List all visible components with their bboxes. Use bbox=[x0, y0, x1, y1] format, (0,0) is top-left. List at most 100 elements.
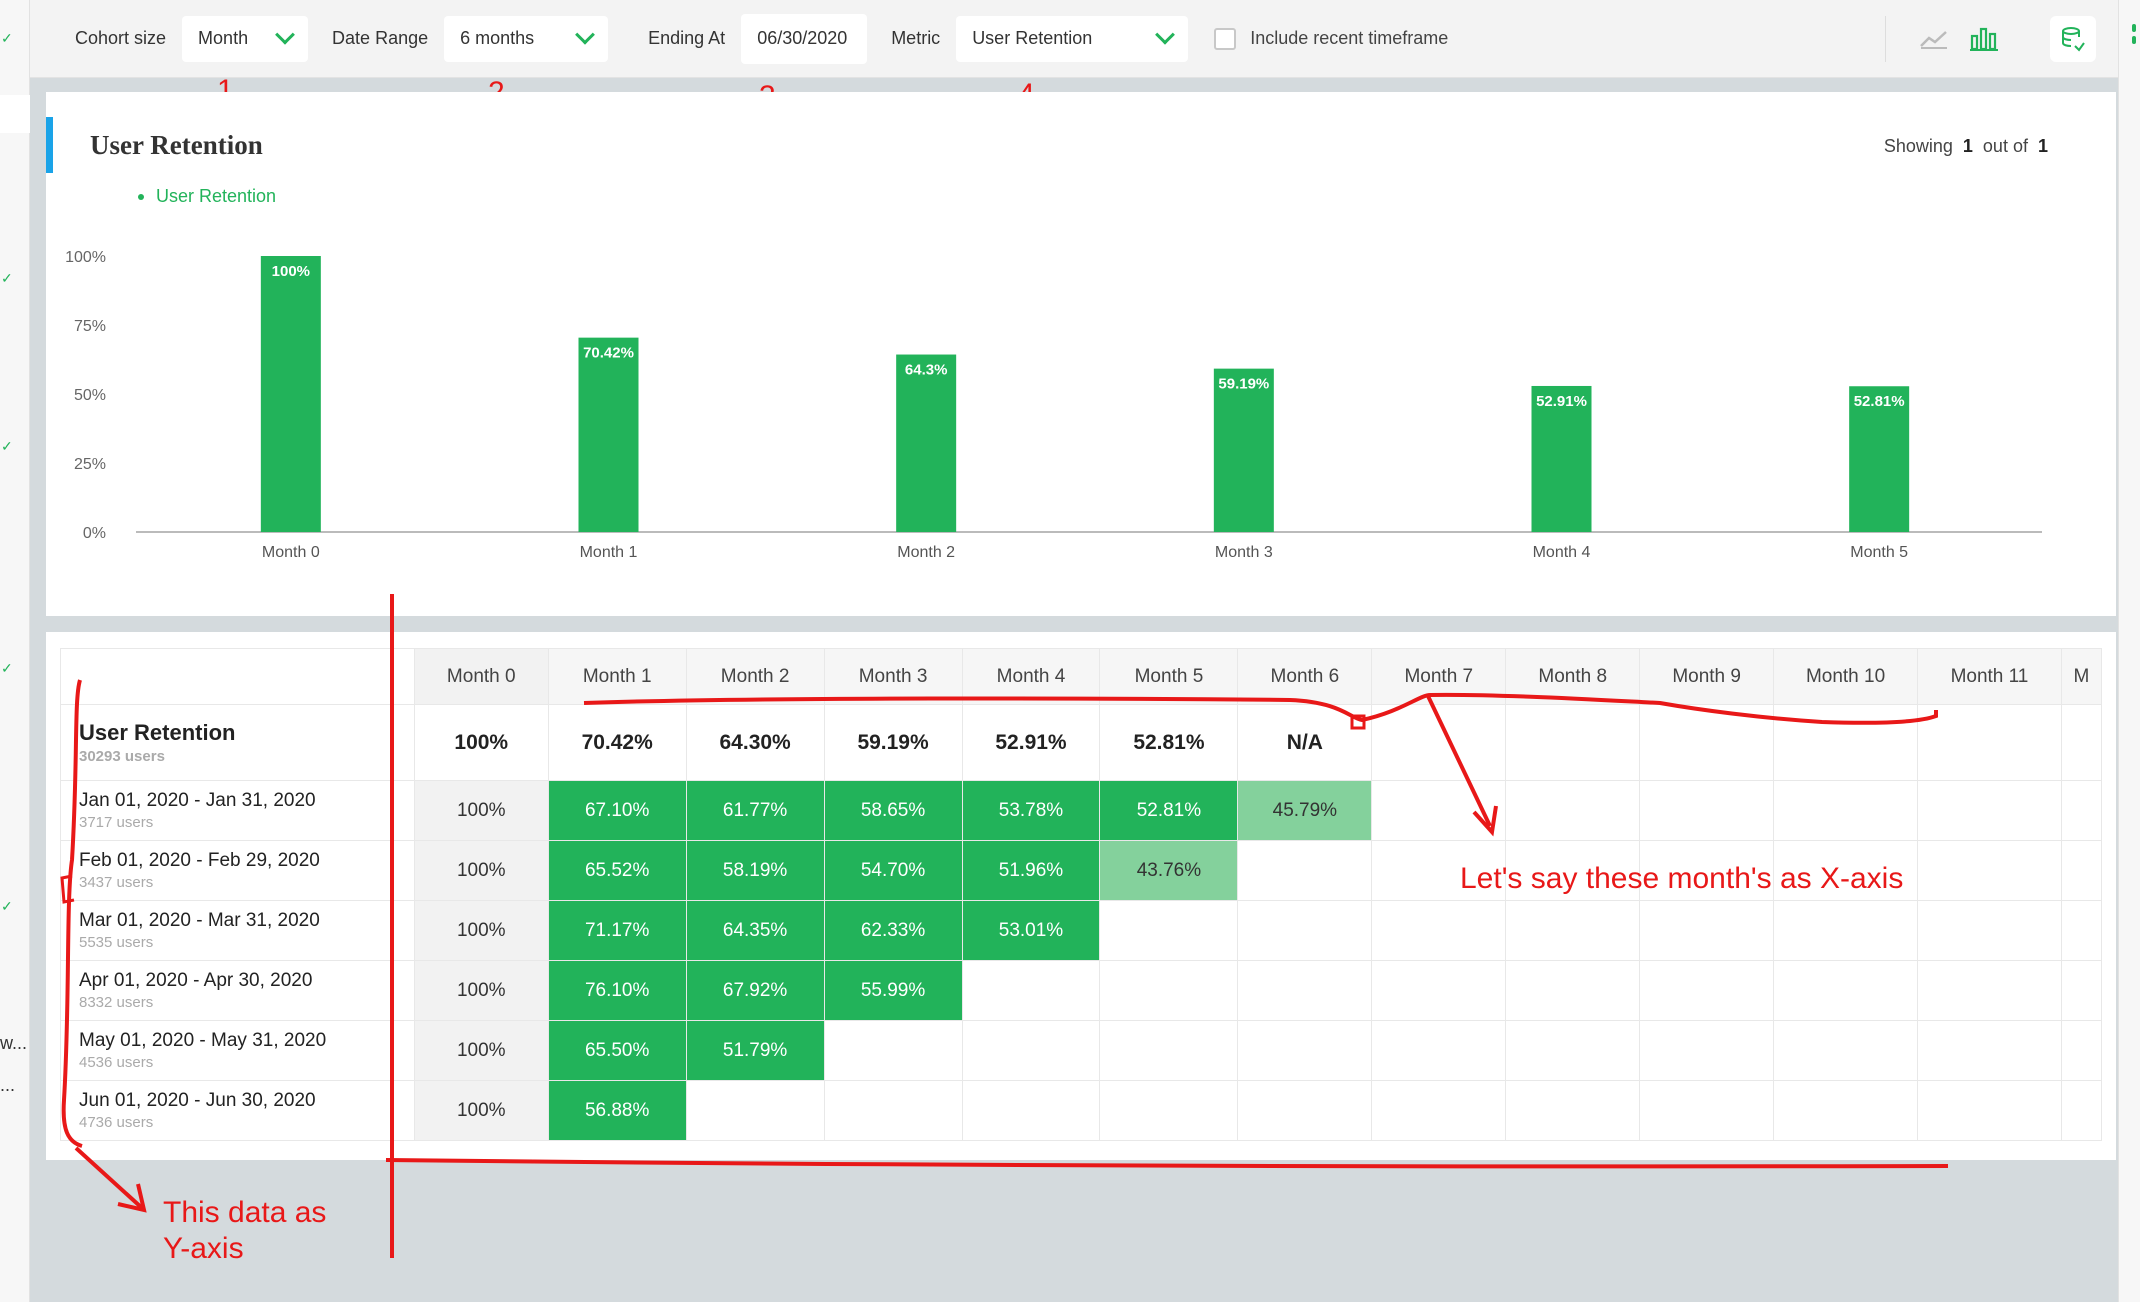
include-recent-checkbox[interactable] bbox=[1214, 27, 1237, 50]
row-header-cell: User Retention 30293 users bbox=[60, 704, 415, 781]
table-row[interactable]: Jun 01, 2020 - Jun 30, 2020 4736 users 100… bbox=[60, 1080, 2103, 1141]
retention-cell[interactable]: 53.01% bbox=[961, 900, 1101, 961]
retention-cell[interactable]: 100% bbox=[413, 1080, 549, 1141]
retention-cell bbox=[2060, 1080, 2103, 1141]
summary-cell bbox=[1639, 704, 1775, 781]
column-header[interactable]: Month 5 bbox=[1099, 648, 1239, 705]
sidebar-truncated-text[interactable]: w... bbox=[0, 1033, 28, 1053]
column-header[interactable]: Month 10 bbox=[1773, 648, 1919, 705]
line-chart-icon[interactable] bbox=[1914, 19, 1954, 59]
retention-cell[interactable]: 58.19% bbox=[685, 840, 825, 901]
retention-cell bbox=[961, 1020, 1101, 1081]
retention-chart-card: User Retention Showing 1 out of 1 User R… bbox=[46, 92, 2116, 616]
retention-cell[interactable]: 53.78% bbox=[961, 780, 1101, 841]
retention-cell bbox=[1917, 840, 2062, 901]
retention-cell bbox=[2060, 780, 2103, 841]
chart-bar bbox=[260, 256, 321, 532]
retention-cell[interactable]: 71.17% bbox=[547, 900, 687, 961]
retention-cell[interactable]: 100% bbox=[413, 900, 549, 961]
column-header[interactable]: M bbox=[2060, 648, 2103, 705]
retention-cell[interactable]: 51.79% bbox=[685, 1020, 825, 1081]
cohort-label: Mar 01, 2020 - Mar 31, 2020 bbox=[79, 910, 320, 931]
retention-cell bbox=[961, 960, 1101, 1021]
column-header[interactable]: Month 2 bbox=[685, 648, 825, 705]
chart-legend[interactable]: User Retention bbox=[138, 186, 276, 207]
summary-cell bbox=[1773, 704, 1919, 781]
cohort-user-count: 4536 users bbox=[79, 1054, 154, 1071]
retention-cell[interactable]: 64.35% bbox=[685, 900, 825, 961]
x-tick-label: Month 2 bbox=[897, 544, 955, 561]
chevron-down-icon bbox=[575, 24, 596, 45]
retention-cell bbox=[2060, 900, 2103, 961]
export-data-button[interactable] bbox=[2050, 16, 2096, 62]
retention-cell[interactable]: 62.33% bbox=[823, 900, 963, 961]
retention-cell[interactable]: 61.77% bbox=[685, 780, 825, 841]
retention-cell[interactable]: 54.70% bbox=[823, 840, 963, 901]
table-row[interactable]: Apr 01, 2020 - Apr 30, 2020 8332 users 100… bbox=[60, 960, 2103, 1021]
retention-cell[interactable]: 67.92% bbox=[685, 960, 825, 1021]
column-header[interactable]: Month 6 bbox=[1237, 648, 1373, 705]
retention-cell[interactable]: 56.88% bbox=[547, 1080, 687, 1141]
table-row[interactable]: Mar 01, 2020 - Mar 31, 2020 5535 users 100… bbox=[60, 900, 2103, 961]
summary-cell: 59.19% bbox=[823, 704, 963, 781]
cohort-user-count: 8332 users bbox=[79, 994, 154, 1011]
summary-cell: 100% bbox=[413, 704, 549, 781]
column-header[interactable]: Month 7 bbox=[1371, 648, 1507, 705]
column-header[interactable]: Month 9 bbox=[1639, 648, 1775, 705]
sidebar-truncated-text[interactable]: ... bbox=[0, 1075, 16, 1095]
retention-cell[interactable]: 55.99% bbox=[823, 960, 963, 1021]
date-range-label: Date Range bbox=[332, 28, 429, 48]
cohort-size-select[interactable]: Month bbox=[182, 15, 309, 62]
retention-cell bbox=[1371, 900, 1507, 961]
retention-cell[interactable]: 45.79% bbox=[1237, 780, 1373, 841]
column-header[interactable]: Month 11 bbox=[1917, 648, 2062, 705]
column-header[interactable]: Month 4 bbox=[961, 648, 1101, 705]
retention-cell bbox=[1917, 1080, 2062, 1141]
summary-cell: 52.91% bbox=[961, 704, 1101, 781]
column-header[interactable]: Month 0 bbox=[413, 648, 549, 705]
x-tick-label: Month 4 bbox=[1533, 544, 1591, 561]
column-header[interactable]: Month 8 bbox=[1505, 648, 1641, 705]
y-axis-annotation-line1: This data as bbox=[163, 1196, 327, 1229]
y-tick-label: 100% bbox=[65, 249, 106, 266]
cohort-user-count: 30293 users bbox=[79, 748, 165, 765]
retention-cell[interactable]: 58.65% bbox=[823, 780, 963, 841]
chart-bar bbox=[578, 337, 639, 532]
retention-cell[interactable]: 100% bbox=[413, 840, 549, 901]
ending-at-date-input[interactable]: 06/30/2020 bbox=[741, 13, 868, 64]
retention-cell[interactable]: 65.52% bbox=[547, 840, 687, 901]
table-row[interactable]: May 01, 2020 - May 31, 2020 4536 users 100… bbox=[60, 1020, 2103, 1081]
column-header[interactable]: Month 1 bbox=[547, 648, 687, 705]
retention-cell[interactable]: 52.81% bbox=[1099, 780, 1239, 841]
retention-cell[interactable]: 100% bbox=[413, 1020, 549, 1081]
column-header[interactable]: Month 3 bbox=[823, 648, 963, 705]
retention-cell[interactable]: 51.96% bbox=[961, 840, 1101, 901]
retention-cell[interactable]: 43.76% bbox=[1099, 840, 1239, 901]
retention-cell bbox=[1505, 1020, 1641, 1081]
x-tick-label: Month 0 bbox=[262, 544, 320, 561]
row-header-cell: Apr 01, 2020 - Apr 30, 2020 8332 users bbox=[60, 960, 415, 1021]
retention-cell bbox=[1237, 840, 1373, 901]
cohort-user-count: 4736 users bbox=[79, 1114, 154, 1131]
toolbar-divider bbox=[1885, 16, 1886, 62]
retention-cell bbox=[1773, 900, 1919, 961]
retention-cell[interactable]: 100% bbox=[413, 960, 549, 1021]
legend-dot-icon bbox=[138, 193, 144, 200]
metric-select[interactable]: User Retention bbox=[956, 15, 1189, 62]
showing-current: 1 bbox=[1962, 136, 1973, 156]
retention-cell[interactable]: 100% bbox=[413, 780, 549, 841]
retention-cell bbox=[1505, 780, 1641, 841]
cohort-user-count: 3717 users bbox=[79, 814, 154, 831]
ending-at-value: 06/30/2020 bbox=[757, 28, 848, 48]
date-range-select[interactable]: 6 months bbox=[444, 15, 609, 62]
table-row[interactable]: Jan 01, 2020 - Jan 31, 2020 3717 users 100… bbox=[60, 780, 2103, 841]
retention-cell bbox=[961, 1080, 1101, 1141]
bar-data-label: 64.3% bbox=[905, 362, 948, 379]
table-row[interactable]: Feb 01, 2020 - Feb 29, 2020 3437 users 100… bbox=[60, 840, 2103, 901]
retention-cell[interactable]: 65.50% bbox=[547, 1020, 687, 1081]
retention-cell bbox=[1371, 960, 1507, 1021]
bar-chart-icon[interactable] bbox=[1964, 19, 2004, 59]
retention-cell[interactable]: 67.10% bbox=[547, 780, 687, 841]
retention-cell[interactable]: 76.10% bbox=[547, 960, 687, 1021]
x-tick-label: Month 1 bbox=[580, 544, 638, 561]
